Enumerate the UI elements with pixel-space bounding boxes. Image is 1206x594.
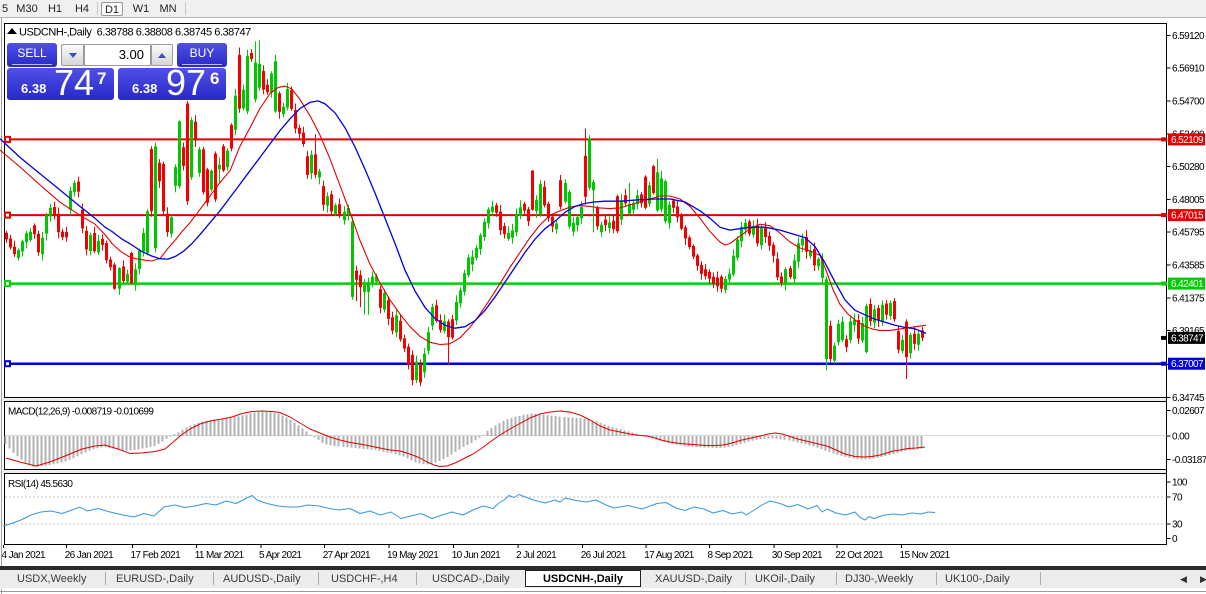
svg-text:0.02607: 0.02607 <box>1172 406 1205 417</box>
svg-text:19 May 2021: 19 May 2021 <box>387 550 439 561</box>
svg-text:0: 0 <box>1172 534 1178 545</box>
svg-text:6.50280: 6.50280 <box>1172 162 1205 173</box>
svg-text:6.39165: 6.39165 <box>1172 326 1205 337</box>
svg-text:17 Feb 2021: 17 Feb 2021 <box>131 550 182 561</box>
svg-text:6.48005: 6.48005 <box>1172 195 1205 206</box>
svg-text:30 Sep 2021: 30 Sep 2021 <box>772 550 823 561</box>
svg-text:6.43585: 6.43585 <box>1172 261 1205 272</box>
svg-text:26 Jul 2021: 26 Jul 2021 <box>581 550 627 561</box>
svg-text:6.59120: 6.59120 <box>1172 31 1205 42</box>
svg-text:6.42401: 6.42401 <box>1171 279 1204 290</box>
svg-text:11 Mar 2021: 11 Mar 2021 <box>195 550 245 561</box>
svg-text:6.47015: 6.47015 <box>1171 211 1204 222</box>
svg-text:26 Jan 2021: 26 Jan 2021 <box>65 550 114 561</box>
svg-text:27 Apr 2021: 27 Apr 2021 <box>323 550 371 561</box>
svg-text:100: 100 <box>1172 478 1188 489</box>
svg-text:70: 70 <box>1172 493 1183 504</box>
svg-text:MACD(12,26,9) -0.008719 -0.010: MACD(12,26,9) -0.008719 -0.010699 <box>8 407 154 418</box>
svg-text:2 Jul 2021: 2 Jul 2021 <box>516 550 557 561</box>
svg-text:6.52109: 6.52109 <box>1171 135 1204 146</box>
svg-text:-0.03187: -0.03187 <box>1172 455 1206 466</box>
svg-text:0.00: 0.00 <box>1172 432 1190 443</box>
svg-text:6.38747: 6.38747 <box>1171 333 1204 344</box>
svg-text:6.45795: 6.45795 <box>1172 228 1205 239</box>
svg-text:6.56910: 6.56910 <box>1172 64 1205 75</box>
svg-text:10 Jun 2021: 10 Jun 2021 <box>452 550 501 561</box>
svg-text:6.41375: 6.41375 <box>1172 293 1205 304</box>
svg-text:5 Apr 2021: 5 Apr 2021 <box>259 550 302 561</box>
svg-text:30: 30 <box>1172 520 1183 531</box>
svg-text:6.34745: 6.34745 <box>1172 393 1205 404</box>
svg-text:8 Sep 2021: 8 Sep 2021 <box>708 550 754 561</box>
svg-text:USDCNH-,Daily 6.38788 6.38808: USDCNH-,Daily 6.38788 6.38808 6.38745 6.… <box>19 27 251 39</box>
svg-text:15 Nov 2021: 15 Nov 2021 <box>900 550 951 561</box>
svg-text:6.54700: 6.54700 <box>1172 96 1205 107</box>
svg-text:22 Oct 2021: 22 Oct 2021 <box>835 550 884 561</box>
svg-text:RSI(14) 45.5630: RSI(14) 45.5630 <box>8 479 73 490</box>
svg-text:17 Aug 2021: 17 Aug 2021 <box>644 550 695 561</box>
svg-text:6.37007: 6.37007 <box>1171 359 1204 370</box>
svg-text:4 Jan 2021: 4 Jan 2021 <box>2 550 47 561</box>
